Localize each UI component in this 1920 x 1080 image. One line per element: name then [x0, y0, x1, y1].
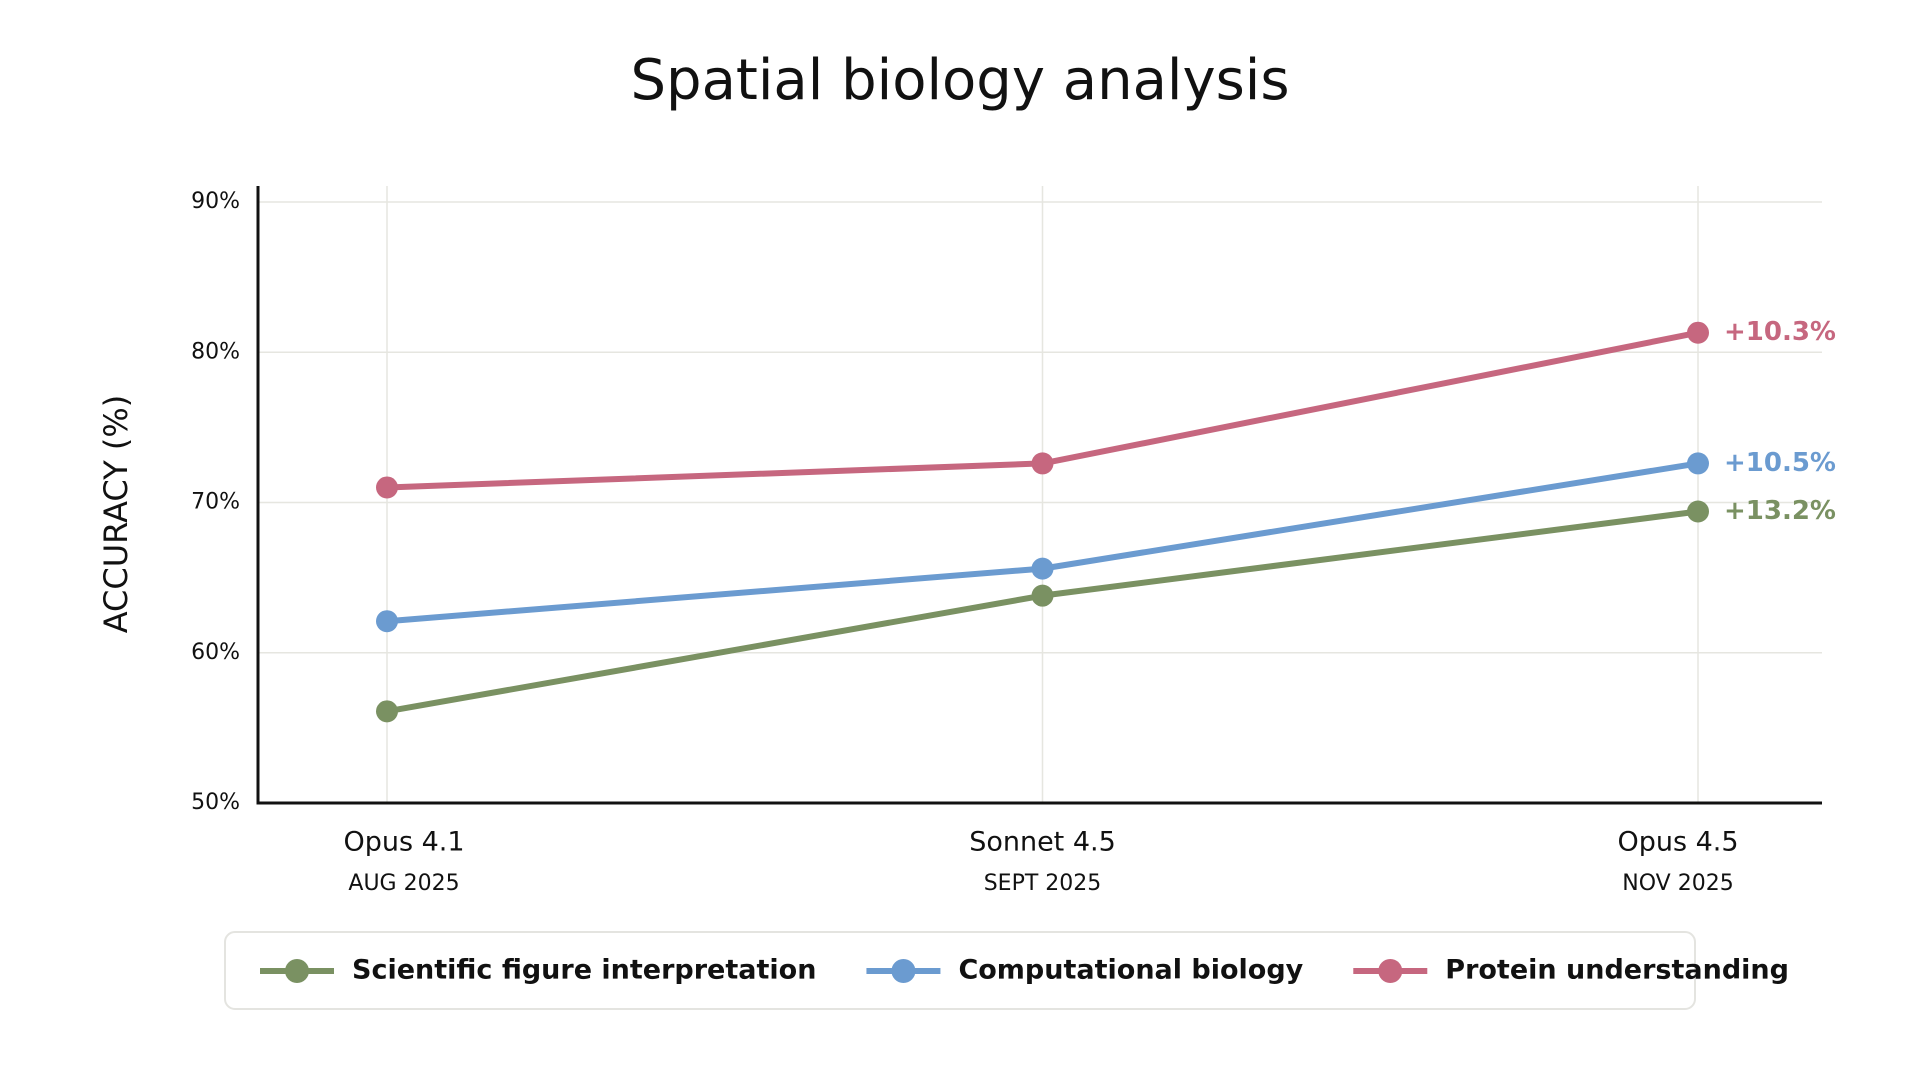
legend-label: Scientific figure interpretation	[352, 955, 816, 986]
grid	[258, 186, 1822, 804]
x-tick-label: Sonnet 4.5	[969, 827, 1116, 858]
data-point	[1687, 452, 1709, 475]
y-tick-label: 90%	[191, 189, 240, 214]
data-point	[1031, 452, 1054, 475]
data-point	[1031, 584, 1054, 607]
data-point	[376, 610, 398, 633]
legend-label: Protein understanding	[1445, 955, 1789, 986]
legend-box	[224, 931, 1696, 1010]
y-tick-label: 50%	[191, 790, 240, 815]
data-point	[376, 476, 398, 499]
legend-swatch-dot	[285, 959, 309, 983]
end-label: +10.5%	[1724, 448, 1836, 478]
y-axis-label: ACCURACY (%)	[97, 395, 135, 634]
data-point	[376, 700, 398, 723]
x-tick-label: Opus 4.1	[343, 827, 464, 858]
x-tick-sublabel: AUG 2025	[348, 871, 459, 896]
y-tick-label: 60%	[191, 640, 240, 665]
end-label: +13.2%	[1724, 496, 1836, 526]
legend-swatch-dot	[1378, 959, 1403, 983]
x-tick-sublabel: SEPT 2025	[984, 871, 1102, 896]
x-tick-label: Opus 4.5	[1617, 827, 1738, 858]
data-point	[1687, 321, 1709, 344]
data-point	[1031, 557, 1054, 580]
y-tick-label: 70%	[191, 490, 240, 515]
chart-title: Spatial biology analysis	[630, 48, 1289, 113]
legend-label: Computational biology	[958, 955, 1303, 986]
data-point	[1687, 500, 1709, 523]
y-tick-label: 80%	[191, 339, 240, 364]
legend-swatch-dot	[891, 959, 916, 983]
x-tick-sublabel: NOV 2025	[1622, 871, 1733, 896]
end-label: +10.3%	[1724, 317, 1836, 347]
